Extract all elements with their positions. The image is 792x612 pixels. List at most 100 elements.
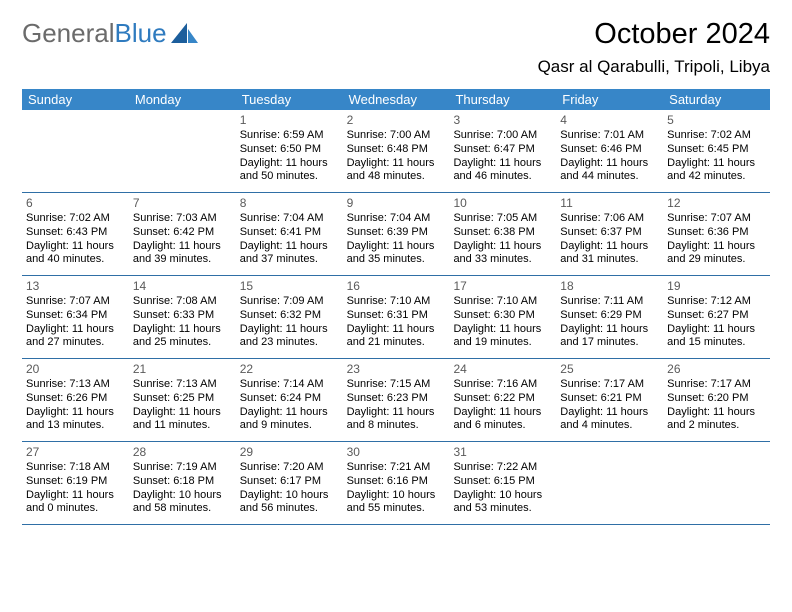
- sunset-line: Sunset: 6:26 PM: [26, 392, 125, 406]
- calendar-week-row: 27Sunrise: 7:18 AMSunset: 6:19 PMDayligh…: [22, 442, 770, 525]
- sunrise-line: Sunrise: 7:02 AM: [26, 212, 125, 226]
- day-number: 10: [453, 196, 552, 211]
- day-cell: [556, 442, 663, 524]
- day-cell: 27Sunrise: 7:18 AMSunset: 6:19 PMDayligh…: [22, 442, 129, 524]
- daylight-line: Daylight: 11 hours and 46 minutes.: [453, 157, 552, 185]
- daylight-line: Daylight: 11 hours and 27 minutes.: [26, 323, 125, 351]
- sunset-line: Sunset: 6:38 PM: [453, 226, 552, 240]
- sunrise-line: Sunrise: 7:10 AM: [347, 295, 446, 309]
- sunrise-line: Sunrise: 7:22 AM: [453, 461, 552, 475]
- day-number: 3: [453, 113, 552, 128]
- sunset-line: Sunset: 6:16 PM: [347, 475, 446, 489]
- daylight-line: Daylight: 11 hours and 4 minutes.: [560, 406, 659, 434]
- sunrise-line: Sunrise: 7:06 AM: [560, 212, 659, 226]
- logo-text-gray: General: [22, 18, 115, 49]
- sunset-line: Sunset: 6:37 PM: [560, 226, 659, 240]
- daylight-line: Daylight: 11 hours and 2 minutes.: [667, 406, 766, 434]
- calendar-week-row: 13Sunrise: 7:07 AMSunset: 6:34 PMDayligh…: [22, 276, 770, 359]
- daylight-line: Daylight: 11 hours and 11 minutes.: [133, 406, 232, 434]
- day-number: 25: [560, 362, 659, 377]
- sunset-line: Sunset: 6:23 PM: [347, 392, 446, 406]
- day-number: 1: [240, 113, 339, 128]
- sunrise-line: Sunrise: 7:16 AM: [453, 378, 552, 392]
- calendar-week-row: 1Sunrise: 6:59 AMSunset: 6:50 PMDaylight…: [22, 110, 770, 193]
- sunset-line: Sunset: 6:41 PM: [240, 226, 339, 240]
- day-number: 28: [133, 445, 232, 460]
- daylight-line: Daylight: 10 hours and 53 minutes.: [453, 489, 552, 517]
- sunrise-line: Sunrise: 7:00 AM: [453, 129, 552, 143]
- daylight-line: Daylight: 11 hours and 13 minutes.: [26, 406, 125, 434]
- sunset-line: Sunset: 6:27 PM: [667, 309, 766, 323]
- daylight-line: Daylight: 11 hours and 48 minutes.: [347, 157, 446, 185]
- day-cell: 24Sunrise: 7:16 AMSunset: 6:22 PMDayligh…: [449, 359, 556, 441]
- day-cell: 14Sunrise: 7:08 AMSunset: 6:33 PMDayligh…: [129, 276, 236, 358]
- day-cell: 28Sunrise: 7:19 AMSunset: 6:18 PMDayligh…: [129, 442, 236, 524]
- day-cell: 5Sunrise: 7:02 AMSunset: 6:45 PMDaylight…: [663, 110, 770, 192]
- day-cell: 10Sunrise: 7:05 AMSunset: 6:38 PMDayligh…: [449, 193, 556, 275]
- day-number: 29: [240, 445, 339, 460]
- day-number: 5: [667, 113, 766, 128]
- sunrise-line: Sunrise: 7:02 AM: [667, 129, 766, 143]
- daylight-line: Daylight: 11 hours and 6 minutes.: [453, 406, 552, 434]
- sunrise-line: Sunrise: 7:19 AM: [133, 461, 232, 475]
- sunrise-line: Sunrise: 7:15 AM: [347, 378, 446, 392]
- sunset-line: Sunset: 6:25 PM: [133, 392, 232, 406]
- sunset-line: Sunset: 6:17 PM: [240, 475, 339, 489]
- day-cell: 6Sunrise: 7:02 AMSunset: 6:43 PMDaylight…: [22, 193, 129, 275]
- daylight-line: Daylight: 11 hours and 25 minutes.: [133, 323, 232, 351]
- day-cell: 11Sunrise: 7:06 AMSunset: 6:37 PMDayligh…: [556, 193, 663, 275]
- day-cell: 17Sunrise: 7:10 AMSunset: 6:30 PMDayligh…: [449, 276, 556, 358]
- daylight-line: Daylight: 11 hours and 17 minutes.: [560, 323, 659, 351]
- sunset-line: Sunset: 6:33 PM: [133, 309, 232, 323]
- sunset-line: Sunset: 6:42 PM: [133, 226, 232, 240]
- day-cell: [129, 110, 236, 192]
- sunrise-line: Sunrise: 7:20 AM: [240, 461, 339, 475]
- day-cell: 7Sunrise: 7:03 AMSunset: 6:42 PMDaylight…: [129, 193, 236, 275]
- day-number: 22: [240, 362, 339, 377]
- daylight-line: Daylight: 10 hours and 58 minutes.: [133, 489, 232, 517]
- day-number: 17: [453, 279, 552, 294]
- day-number: 11: [560, 196, 659, 211]
- daylight-line: Daylight: 11 hours and 44 minutes.: [560, 157, 659, 185]
- daylight-line: Daylight: 11 hours and 19 minutes.: [453, 323, 552, 351]
- day-number: 6: [26, 196, 125, 211]
- day-number: 23: [347, 362, 446, 377]
- day-number: 26: [667, 362, 766, 377]
- day-number: 9: [347, 196, 446, 211]
- sunrise-line: Sunrise: 7:07 AM: [26, 295, 125, 309]
- sunrise-line: Sunrise: 7:03 AM: [133, 212, 232, 226]
- sunset-line: Sunset: 6:36 PM: [667, 226, 766, 240]
- day-number: 14: [133, 279, 232, 294]
- day-cell: 16Sunrise: 7:10 AMSunset: 6:31 PMDayligh…: [343, 276, 450, 358]
- day-cell: [663, 442, 770, 524]
- day-cell: 4Sunrise: 7:01 AMSunset: 6:46 PMDaylight…: [556, 110, 663, 192]
- sunset-line: Sunset: 6:48 PM: [347, 143, 446, 157]
- day-cell: 23Sunrise: 7:15 AMSunset: 6:23 PMDayligh…: [343, 359, 450, 441]
- daylight-line: Daylight: 11 hours and 0 minutes.: [26, 489, 125, 517]
- daylight-line: Daylight: 11 hours and 15 minutes.: [667, 323, 766, 351]
- sunset-line: Sunset: 6:47 PM: [453, 143, 552, 157]
- daylight-line: Daylight: 11 hours and 23 minutes.: [240, 323, 339, 351]
- day-number: 19: [667, 279, 766, 294]
- day-number: 24: [453, 362, 552, 377]
- title-block: October 2024 Qasr al Qarabulli, Tripoli,…: [538, 18, 770, 77]
- day-number: 7: [133, 196, 232, 211]
- day-cell: 18Sunrise: 7:11 AMSunset: 6:29 PMDayligh…: [556, 276, 663, 358]
- sunset-line: Sunset: 6:18 PM: [133, 475, 232, 489]
- location-text: Qasr al Qarabulli, Tripoli, Libya: [538, 57, 770, 77]
- sunrise-line: Sunrise: 7:13 AM: [26, 378, 125, 392]
- sunset-line: Sunset: 6:39 PM: [347, 226, 446, 240]
- logo-text-blue: Blue: [115, 18, 167, 49]
- sunrise-line: Sunrise: 7:11 AM: [560, 295, 659, 309]
- daylight-line: Daylight: 11 hours and 9 minutes.: [240, 406, 339, 434]
- day-number: 15: [240, 279, 339, 294]
- sunset-line: Sunset: 6:22 PM: [453, 392, 552, 406]
- weekday-header: Sunday: [22, 89, 129, 110]
- sunrise-line: Sunrise: 7:17 AM: [560, 378, 659, 392]
- sunrise-line: Sunrise: 7:05 AM: [453, 212, 552, 226]
- day-cell: 15Sunrise: 7:09 AMSunset: 6:32 PMDayligh…: [236, 276, 343, 358]
- day-number: 18: [560, 279, 659, 294]
- day-number: 8: [240, 196, 339, 211]
- sunrise-line: Sunrise: 7:04 AM: [347, 212, 446, 226]
- sunrise-line: Sunrise: 7:00 AM: [347, 129, 446, 143]
